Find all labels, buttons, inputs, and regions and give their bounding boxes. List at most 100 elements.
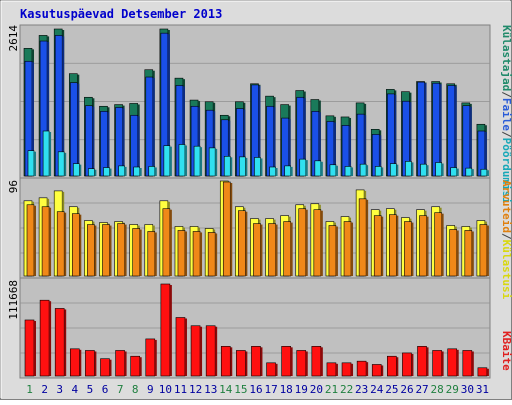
- bar-hits-22: [344, 166, 354, 177]
- bar-hosts-22: [343, 221, 354, 277]
- bar-hosts-20-side: [320, 210, 323, 276]
- bar-hits-21-face: [329, 164, 337, 177]
- bar-kbytes-16-face: [251, 346, 261, 377]
- bar-files-12-side: [198, 107, 201, 176]
- bar-files-10-side: [167, 34, 170, 176]
- bar-hits-24-face: [374, 166, 382, 177]
- bar-hosts-25: [389, 214, 399, 277]
- bar-hits-7-face: [118, 165, 125, 177]
- bar-hosts-17-side: [275, 224, 278, 276]
- day-label-19: 19: [295, 383, 308, 396]
- bar-kbytes-6-face: [100, 358, 110, 377]
- bar-hosts-21-side: [335, 226, 338, 276]
- bar-hits-25-side: [396, 164, 399, 176]
- bar-hosts-25-face: [389, 214, 397, 277]
- day-label-22: 22: [340, 383, 353, 396]
- bar-kbytes-20-side: [320, 347, 323, 376]
- bar-hits-18: [284, 165, 293, 177]
- day-label-5: 5: [87, 383, 94, 396]
- bar-hosts-16: [253, 223, 263, 277]
- bar-hits-12-side: [200, 147, 203, 176]
- bar-hosts-9-side: [154, 232, 157, 276]
- bar-kbytes-13-face: [205, 325, 216, 377]
- day-label-24: 24: [370, 383, 384, 396]
- chart-title: Kasutuspäevad Detsember 2013: [20, 7, 222, 21]
- bar-hits-7: [118, 165, 127, 177]
- bar-hosts-13: [207, 232, 218, 277]
- bar-hits-19: [299, 158, 308, 177]
- bar-hosts-23: [358, 198, 369, 277]
- bar-hosts-24-face: [373, 215, 382, 277]
- bar-hits-24: [374, 166, 384, 177]
- bar-files-30-side: [469, 106, 472, 176]
- bar-files-29-face: [447, 85, 456, 177]
- bar-kbytes-26-face: [402, 352, 412, 377]
- bar-hits-31-face: [480, 168, 488, 177]
- bar-hits-2-side: [49, 132, 52, 176]
- bar-hits-23: [359, 163, 369, 177]
- bar-hits-21: [329, 164, 338, 177]
- bar-kbytes-12: [190, 325, 203, 377]
- bar-hosts-7: [117, 223, 127, 277]
- bar-files-9: [145, 76, 155, 177]
- bar-hosts-3-face: [56, 211, 65, 277]
- bar-kbytes-6-side: [109, 359, 112, 376]
- bar-kbytes-8: [130, 355, 142, 377]
- bar-hosts-20: [313, 209, 323, 277]
- bar-hits-16-face: [254, 157, 261, 177]
- day-label-31: 31: [476, 383, 489, 396]
- bar-kbytes-9-face: [145, 338, 156, 377]
- bar-hosts-12-face: [192, 231, 201, 277]
- bar-kbytes-27: [417, 346, 429, 377]
- bar-kbytes-11-face: [175, 317, 186, 377]
- ymax-label-visits: 2614: [7, 25, 20, 52]
- bar-hosts-14-side: [230, 182, 233, 276]
- bar-files-14-side: [228, 120, 231, 176]
- bar-hosts-16-face: [253, 223, 261, 277]
- bar-hits-9: [148, 166, 157, 177]
- bar-hosts-9: [147, 231, 157, 277]
- bar-hosts-11-face: [177, 230, 186, 277]
- bar-hits-2-face: [42, 130, 50, 177]
- bar-kbytes-18-face: [281, 346, 291, 377]
- bar-files-5: [85, 105, 95, 177]
- bar-kbytes-10-side: [169, 285, 172, 376]
- bar-kbytes-29: [447, 348, 459, 377]
- ymax-label-kbytes: 111668: [7, 280, 20, 320]
- bar-hosts-1-side: [34, 205, 36, 276]
- bar-files-20-side: [318, 112, 321, 176]
- bar-hosts-23-side: [366, 199, 369, 276]
- bar-kbytes-15-side: [245, 351, 248, 376]
- bar-files-17: [266, 105, 276, 177]
- bar-hosts-30-side: [471, 231, 474, 276]
- bar-hits-6: [103, 167, 112, 177]
- bar-hits-5: [88, 168, 97, 177]
- bar-files-9-face: [145, 76, 154, 177]
- bar-hosts-19-face: [298, 208, 307, 277]
- day-label-20: 20: [310, 383, 323, 396]
- bar-files-24-side: [379, 135, 382, 176]
- bar-files-2-side: [47, 42, 50, 177]
- bar-hosts-7-side: [124, 224, 127, 276]
- bar-hits-29: [450, 167, 459, 177]
- day-label-16: 16: [249, 383, 262, 396]
- bar-hits-23-side: [366, 165, 369, 176]
- bar-hosts-27-face: [419, 215, 427, 277]
- bar-kbytes-12-side: [200, 326, 203, 376]
- bar-hosts-26-side: [411, 222, 414, 276]
- bar-kbytes-5-face: [85, 350, 95, 377]
- bar-hits-26: [405, 161, 414, 177]
- bar-hosts-25-side: [396, 215, 399, 276]
- bar-hits-5-side: [94, 169, 97, 176]
- bar-kbytes-27-face: [417, 346, 427, 377]
- bar-kbytes-28: [432, 350, 444, 377]
- bar-hits-22-face: [344, 166, 352, 177]
- bar-hits-11-face: [178, 144, 186, 177]
- bar-kbytes-24-face: [371, 364, 382, 377]
- bar-hosts-28: [434, 212, 444, 277]
- bar-kbytes-5: [85, 350, 97, 377]
- bar-kbytes-27-side: [426, 347, 429, 376]
- day-label-17: 17: [264, 383, 277, 396]
